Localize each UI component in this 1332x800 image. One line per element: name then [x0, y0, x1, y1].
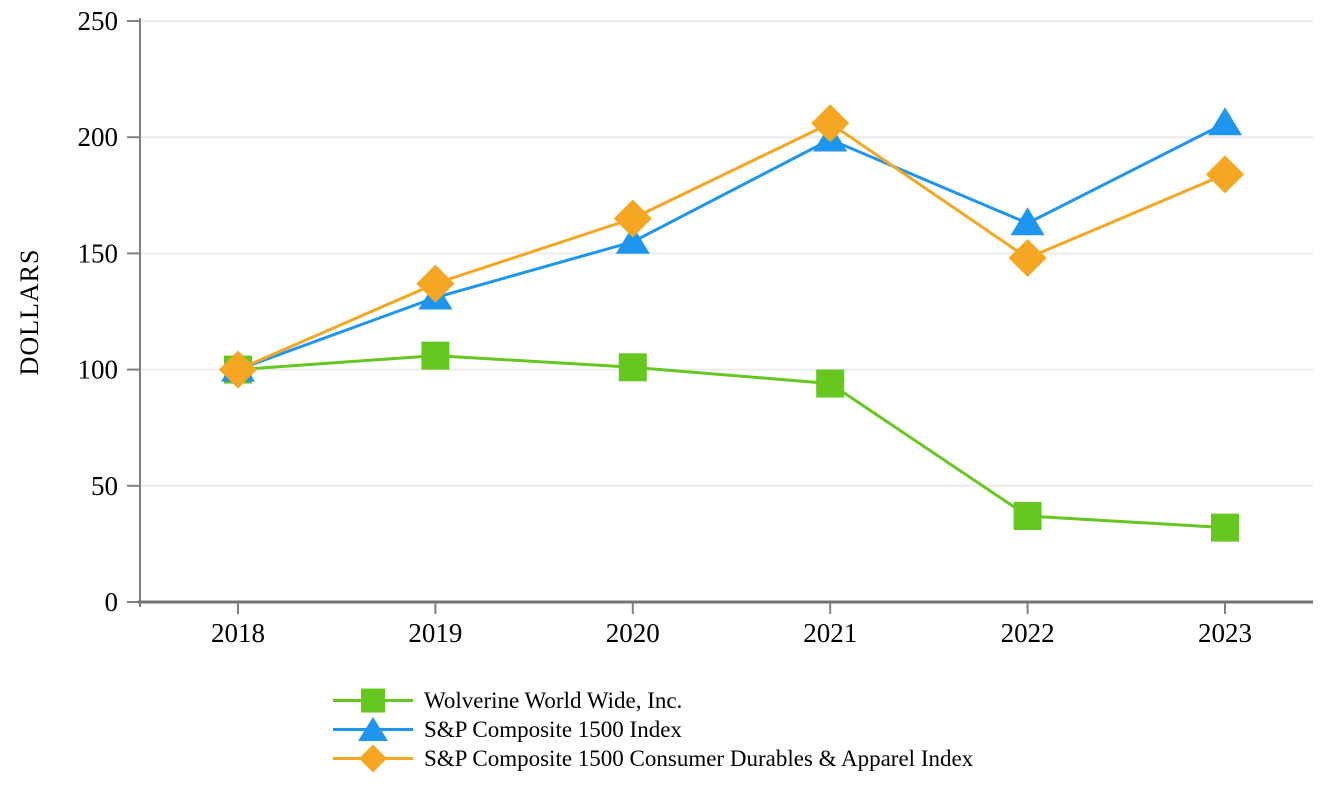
legend-item-sp1500: S&P Composite 1500 Index: [333, 715, 973, 744]
legend-item-wolverine: Wolverine World Wide, Inc.: [333, 686, 973, 715]
chart-legend: Wolverine World Wide, Inc. S&P Composite…: [333, 686, 973, 773]
legend-label-sp1500: S&P Composite 1500 Index: [424, 717, 682, 742]
y-tick-label: 250: [78, 6, 119, 36]
triangle-marker: [1208, 107, 1242, 136]
legend-item-sp1500-consumer: S&P Composite 1500 Consumer Durables & A…: [333, 744, 973, 773]
diamond-marker: [811, 104, 850, 143]
square-marker: [1211, 513, 1239, 542]
square-marker: [421, 341, 450, 370]
x-tick-label: 2021: [803, 618, 857, 648]
x-tick-label: 2018: [211, 618, 265, 648]
y-tick-label: 100: [78, 355, 119, 385]
series-diamond: [219, 104, 1244, 389]
legend-triangle-marker: [358, 717, 388, 741]
series-line: [237, 121, 1226, 371]
x-tick-label: 2023: [1198, 618, 1252, 648]
diamond-marker: [219, 350, 257, 389]
square-marker: [1013, 502, 1042, 531]
square-marker-icon: [333, 688, 413, 713]
diamond-marker: [613, 199, 652, 238]
x-tick-label: 2020: [606, 618, 660, 648]
triangle-marker: [1010, 207, 1045, 236]
square-marker: [816, 369, 845, 398]
diamond-marker: [416, 264, 455, 303]
x-tick-label: 2019: [408, 618, 462, 648]
x-tick-label: 2022: [1001, 618, 1055, 648]
y-tick-label: 50: [91, 471, 118, 501]
series-square: [224, 341, 1239, 542]
performance-line-chart: 0 50 100 150 200 250 2018 2019 2020 2021 2022 2023 D…: [15, 6, 1313, 648]
legend-diamond-marker: [359, 744, 387, 773]
triangle-marker: [615, 225, 650, 254]
diamond-marker-icon: [333, 744, 413, 773]
legend-label-wolverine: Wolverine World Wide, Inc.: [424, 688, 683, 713]
diamond-marker: [1008, 239, 1047, 278]
y-tick-label: 200: [78, 122, 119, 152]
diamond-marker: [1206, 155, 1244, 194]
square-marker: [618, 353, 647, 382]
series-line: [237, 121, 1226, 372]
series-line: [237, 354, 1226, 530]
legend-square-marker: [361, 688, 385, 713]
triangle-marker-icon: [333, 717, 413, 741]
legend-label-sp1500-consumer: S&P Composite 1500 Consumer Durables & A…: [424, 746, 974, 771]
series-triangle: [221, 107, 1242, 382]
y-tick-label: 0: [105, 587, 119, 617]
y-tick-label: 150: [78, 238, 119, 268]
y-axis-title: DOLLARS: [15, 249, 44, 376]
